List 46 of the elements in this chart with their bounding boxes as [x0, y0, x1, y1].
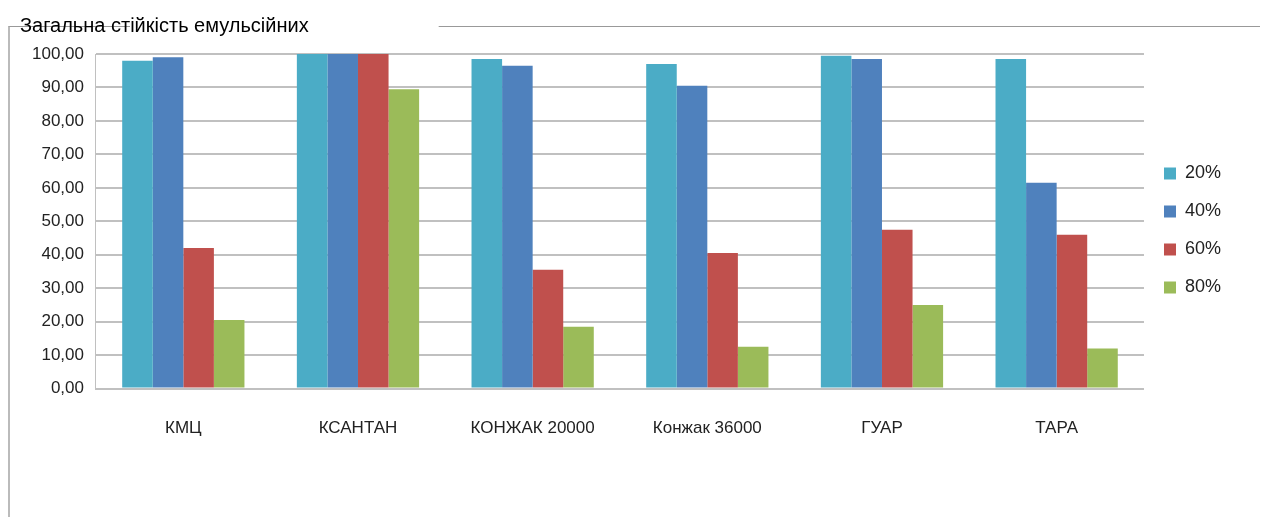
bar — [152, 57, 184, 388]
x-tick-label: КСАНТАН — [318, 418, 398, 438]
y-tick-label: 60,00 — [41, 177, 84, 197]
bar — [707, 253, 738, 388]
bar — [357, 54, 389, 388]
legend-label: 20% — [1184, 162, 1221, 183]
legend-label: 60% — [1184, 238, 1221, 259]
y-tick-label: 10,00 — [41, 344, 84, 364]
bar — [1087, 348, 1118, 388]
bar — [1026, 182, 1057, 388]
x-tick-label: ГУАР — [861, 418, 903, 438]
bar — [532, 269, 564, 388]
bar — [563, 326, 594, 388]
y-tick-label: 100,00 — [32, 43, 84, 63]
bar — [183, 248, 214, 388]
bar — [388, 89, 420, 388]
y-tick-label: 40,00 — [41, 244, 84, 264]
chart-title: Загальна стійкість емульсійних — [20, 13, 309, 36]
y-tick-label: 70,00 — [41, 144, 84, 164]
x-tick-label: Конжак 36000 — [652, 418, 762, 438]
y-tick-label: 30,00 — [41, 277, 84, 297]
y-tick-label: 50,00 — [41, 210, 84, 230]
bar — [471, 59, 503, 388]
y-tick-label: 90,00 — [41, 77, 84, 97]
x-tick-label: ТАРА — [1035, 418, 1079, 438]
bar — [737, 346, 769, 388]
legend-label: 40% — [1184, 200, 1221, 221]
bar — [1056, 234, 1088, 388]
legend-label: 80% — [1184, 276, 1221, 297]
bar — [912, 304, 944, 388]
bar — [122, 60, 153, 388]
y-tick-label: 20,00 — [41, 311, 84, 331]
bar — [327, 54, 358, 388]
bar — [646, 64, 677, 388]
x-tick-label: КМЦ — [165, 418, 203, 438]
bar — [676, 85, 708, 388]
bar — [296, 54, 328, 388]
bar — [881, 229, 913, 388]
bar — [502, 65, 533, 388]
bar — [851, 59, 882, 388]
bar — [820, 55, 852, 388]
bar — [995, 59, 1027, 388]
x-tick-label: КОНЖАК 20000 — [470, 418, 595, 438]
bar — [213, 320, 245, 388]
y-tick-label: 0,00 — [50, 378, 84, 398]
y-tick-label: 80,00 — [41, 110, 84, 130]
